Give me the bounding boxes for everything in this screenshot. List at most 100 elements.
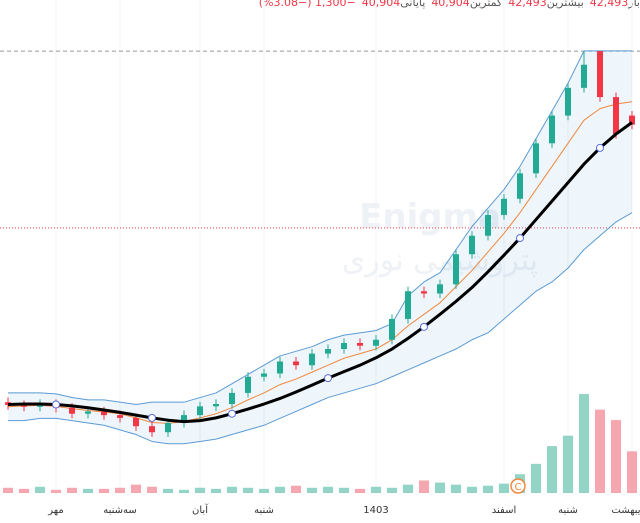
volume-bar <box>131 484 141 493</box>
candle-body <box>293 361 299 366</box>
volume-bar <box>211 488 221 493</box>
candle-body <box>453 254 459 285</box>
candle-body <box>197 406 203 416</box>
candle-body <box>373 339 379 346</box>
volume-bar <box>307 487 317 493</box>
ohlc-label: پایانی <box>400 0 426 9</box>
candle-body <box>405 291 411 319</box>
volume-bar <box>371 486 381 493</box>
volume-bar <box>83 488 93 493</box>
candle-body <box>261 373 267 377</box>
candle-body <box>21 404 27 407</box>
x-tick-label: شنبه <box>558 505 578 516</box>
volume-bar <box>51 489 61 493</box>
volume-bar <box>179 489 189 493</box>
event-marker-circle <box>510 478 526 494</box>
candle-body <box>549 115 555 144</box>
volume-bar <box>547 446 557 493</box>
volume-bar <box>403 484 413 493</box>
candle-body <box>245 376 251 393</box>
candle-body <box>357 343 363 346</box>
volume-bar <box>627 451 637 493</box>
candle-body <box>101 411 107 416</box>
ohlc-header: باز42,493بیشترین42,493کمترین40,904پایانی… <box>0 0 640 12</box>
candle-body <box>69 407 75 414</box>
x-tick-label: اسفند <box>492 505 516 516</box>
ma-marker <box>516 234 524 243</box>
ma-marker <box>596 143 604 152</box>
volume-bar <box>355 488 365 493</box>
volume-bar <box>227 486 237 493</box>
volume-bar <box>467 486 477 493</box>
candle-body <box>213 404 219 407</box>
lower-band <box>8 212 633 445</box>
x-tick-label: آبان <box>192 503 209 516</box>
volume-bar <box>275 486 285 493</box>
volume-bar <box>195 487 205 493</box>
ma-marker <box>228 409 236 418</box>
candle-body <box>117 415 123 418</box>
volume-bar <box>611 420 621 493</box>
candle-body <box>501 198 507 215</box>
candle-body <box>309 353 315 366</box>
change-value: −1,300 (−3.08%) <box>258 0 356 9</box>
candle-body <box>149 426 155 433</box>
ohlc-label: باز <box>628 0 640 9</box>
volume-bar <box>3 487 13 493</box>
candle-body <box>581 64 587 88</box>
candle-body <box>325 349 331 354</box>
candle-body <box>229 392 235 405</box>
volume-bar <box>451 484 461 493</box>
volume-bar <box>499 483 509 493</box>
x-tick-label: سه‌شنبه <box>103 505 137 516</box>
volume-bar <box>115 487 125 493</box>
volume-bar <box>339 487 349 493</box>
volume-bar <box>19 488 29 493</box>
volume-bar <box>531 463 541 493</box>
candle-body <box>133 417 139 427</box>
volume-bar <box>163 488 173 493</box>
volume-bar <box>483 485 493 493</box>
ohlc-value: 40,904 <box>361 0 401 9</box>
volume-bar <box>243 487 253 493</box>
volume-bar <box>595 409 605 493</box>
candle-body <box>421 291 427 294</box>
volume-bar <box>99 488 109 493</box>
ma-marker <box>52 400 60 409</box>
x-tick-label: 1403 <box>363 505 388 516</box>
candle-body <box>613 97 619 135</box>
watermark: Enigma <box>359 197 501 237</box>
candle-body <box>181 415 187 423</box>
ma-marker <box>324 374 332 383</box>
volume-bar <box>35 486 45 493</box>
event-marker: C <box>515 482 522 493</box>
candle-body <box>277 361 283 374</box>
x-tick-label: مهر <box>47 505 63 516</box>
band-fill <box>8 50 632 444</box>
candle-body <box>565 87 571 116</box>
candle-body <box>533 143 539 174</box>
volume-bar <box>259 488 269 493</box>
ohlc-label: کمترین <box>469 0 503 9</box>
volume-bar <box>323 486 333 493</box>
candle-body <box>165 422 171 433</box>
candle-body <box>517 173 523 199</box>
volume-bar <box>435 482 445 493</box>
candle-body <box>437 284 443 294</box>
ohlc-value: 42,493 <box>508 0 547 9</box>
volume-bar <box>419 480 429 493</box>
candle-body <box>597 51 603 98</box>
upper-band <box>8 50 632 405</box>
ohlc-value: 40,904 <box>431 0 470 9</box>
volume-bar <box>147 486 157 493</box>
ma-marker <box>420 322 428 331</box>
ma-marker <box>148 413 156 422</box>
ohlc-value: 42,493 <box>589 0 629 9</box>
volume-bar <box>291 485 301 493</box>
moving-average <box>7 121 633 424</box>
volume-bar <box>579 394 589 493</box>
volume-bar <box>387 487 397 493</box>
ohlc-label: بیشترین <box>546 0 584 9</box>
candle-body <box>389 318 395 340</box>
